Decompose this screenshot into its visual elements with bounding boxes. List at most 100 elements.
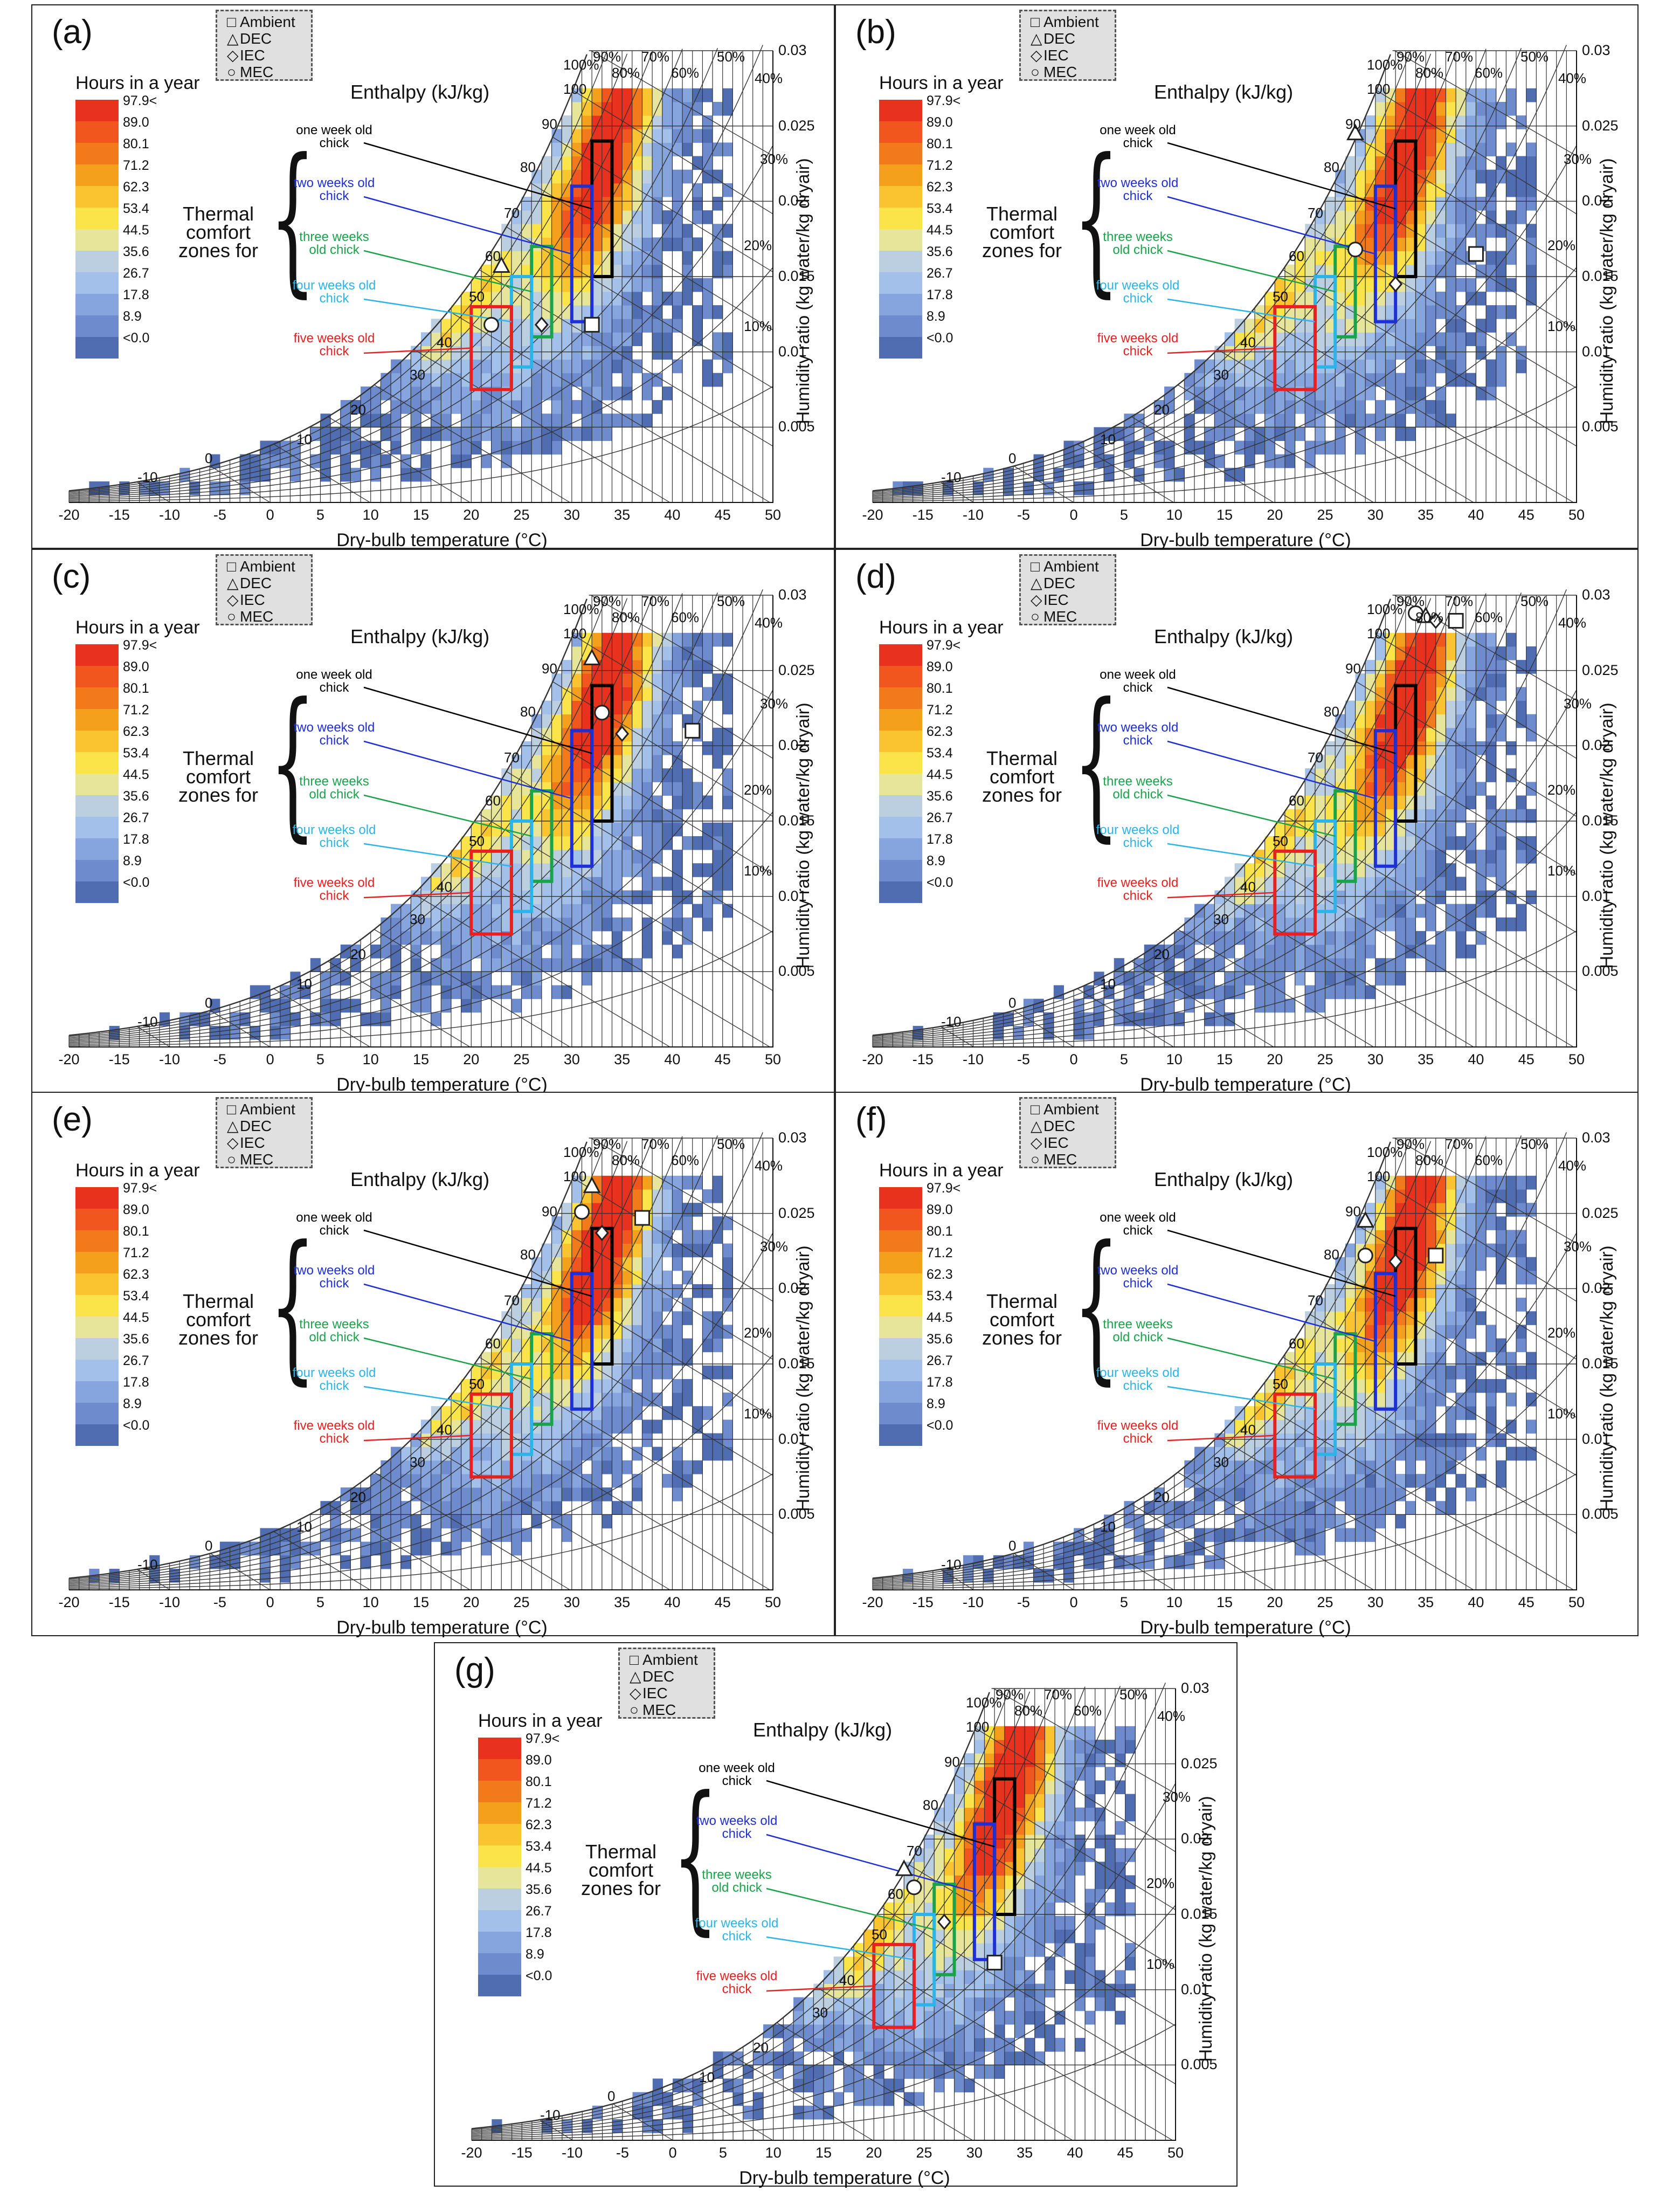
heat-cell bbox=[1204, 440, 1215, 455]
heat-cell bbox=[471, 1501, 482, 1515]
heat-cell bbox=[551, 224, 562, 238]
colorbar-swatch bbox=[75, 687, 119, 709]
heat-cell bbox=[1375, 1365, 1386, 1380]
heat-cell bbox=[632, 224, 642, 238]
enthalpy-line bbox=[479, 269, 773, 447]
heat-cell bbox=[1164, 400, 1175, 414]
heat-cell bbox=[592, 1298, 603, 1312]
enthalpy-line bbox=[413, 1436, 670, 1590]
heat-cell bbox=[602, 1189, 612, 1203]
heat-cell bbox=[340, 400, 351, 414]
heat-cell bbox=[1365, 1379, 1376, 1393]
heat-cell bbox=[451, 305, 462, 319]
heat-cell bbox=[682, 673, 693, 687]
x-tick-label: 0 bbox=[266, 1051, 274, 1067]
enthalpy-line bbox=[1177, 929, 1374, 1048]
x-tick-label: -15 bbox=[108, 507, 130, 523]
enthalpy-value-label: 70 bbox=[504, 749, 520, 766]
heat-cell bbox=[662, 646, 673, 660]
heat-cell bbox=[571, 768, 583, 782]
heat-cell bbox=[1395, 237, 1406, 252]
brace-icon: { bbox=[269, 669, 316, 857]
heat-cell bbox=[1375, 700, 1386, 715]
heat-cell bbox=[471, 971, 482, 986]
heat-cell bbox=[1315, 1352, 1326, 1366]
heat-cell bbox=[1456, 1175, 1467, 1190]
heat-cell bbox=[551, 795, 562, 810]
heat-cell bbox=[692, 183, 703, 197]
heat-cell bbox=[662, 714, 673, 728]
heat-cell bbox=[602, 251, 612, 265]
colorbar-bin: 35.6 bbox=[879, 789, 1025, 817]
heat-cell bbox=[1365, 1514, 1376, 1528]
heat-cell bbox=[622, 741, 633, 755]
heat-cell bbox=[471, 414, 482, 428]
heat-cell bbox=[1426, 156, 1436, 170]
heat-cell bbox=[451, 1501, 462, 1515]
heat-cell bbox=[702, 1325, 713, 1339]
heat-cell bbox=[602, 795, 612, 810]
heat-cell bbox=[1144, 971, 1155, 986]
heat-cell bbox=[1385, 1189, 1396, 1203]
x-tick-label: -10 bbox=[159, 1051, 181, 1067]
heat-cell bbox=[1365, 687, 1376, 701]
heat-cell bbox=[642, 1433, 653, 1448]
heat-cell bbox=[1405, 129, 1416, 143]
heat-cell bbox=[1365, 224, 1376, 238]
heat-cell bbox=[1415, 1406, 1426, 1420]
heat-cell bbox=[722, 1270, 733, 1285]
heat-cell bbox=[1335, 1446, 1346, 1461]
x-tick-label: 35 bbox=[1418, 1051, 1434, 1067]
y-tick-label: 0.02 bbox=[1582, 192, 1610, 209]
x-tick-label: -10 bbox=[159, 507, 181, 523]
heat-cell bbox=[1405, 1230, 1416, 1244]
heat-cell bbox=[702, 646, 713, 660]
heat-cell bbox=[1385, 305, 1396, 319]
heat-cell bbox=[1456, 809, 1467, 823]
enthalpy-value-label: 20 bbox=[1154, 946, 1170, 962]
heat-cell bbox=[562, 237, 572, 252]
rh-label: 30% bbox=[1564, 1238, 1592, 1255]
heat-cell bbox=[481, 1446, 492, 1461]
heat-cell bbox=[713, 1365, 723, 1380]
heat-cell bbox=[1446, 224, 1456, 238]
heat-cell bbox=[1446, 169, 1456, 184]
heat-cell bbox=[1365, 251, 1376, 265]
heat-cell bbox=[612, 1365, 623, 1380]
heat-cell bbox=[1365, 700, 1376, 715]
x-tick-label: 40 bbox=[664, 1051, 681, 1067]
heat-cell bbox=[1506, 210, 1517, 224]
heat-cell bbox=[491, 414, 502, 428]
comfort-zone bbox=[570, 1272, 594, 1411]
heat-cell bbox=[391, 945, 402, 959]
heat-cell bbox=[531, 291, 542, 306]
heat-cell bbox=[1144, 945, 1155, 959]
heat-cell bbox=[582, 400, 592, 414]
rh-label: 70% bbox=[641, 1136, 670, 1152]
colorbar-label: 62.3 bbox=[927, 724, 953, 739]
heat-cell bbox=[1315, 414, 1326, 428]
enthalpy-line bbox=[1131, 961, 1274, 1048]
x-tick-label: -15 bbox=[912, 1594, 934, 1610]
colorbar-swatch bbox=[879, 752, 922, 774]
heat-cell bbox=[642, 687, 653, 701]
heat-cell bbox=[1375, 305, 1386, 319]
heat-cell bbox=[1305, 1514, 1316, 1528]
heat-cell bbox=[1456, 1203, 1467, 1217]
heat-cell bbox=[592, 1460, 603, 1474]
colorbar-label: 44.5 bbox=[123, 767, 149, 782]
heat-cell bbox=[441, 319, 452, 333]
zone-leader-line bbox=[1167, 843, 1316, 867]
y-tick-label: 0.015 bbox=[778, 1355, 815, 1372]
heat-cell bbox=[1325, 985, 1336, 1000]
heat-cell bbox=[541, 1311, 552, 1325]
heat-cell bbox=[592, 1352, 603, 1366]
x-tick-label: -20 bbox=[862, 1051, 883, 1067]
heat-cell bbox=[1365, 1473, 1376, 1488]
heat-cell bbox=[1385, 836, 1396, 850]
rh-curve bbox=[872, 1135, 1522, 1584]
heat-cell bbox=[1466, 1203, 1476, 1217]
heat-cell bbox=[582, 278, 592, 292]
heat-cell bbox=[320, 467, 331, 482]
heat-cell bbox=[672, 101, 683, 116]
